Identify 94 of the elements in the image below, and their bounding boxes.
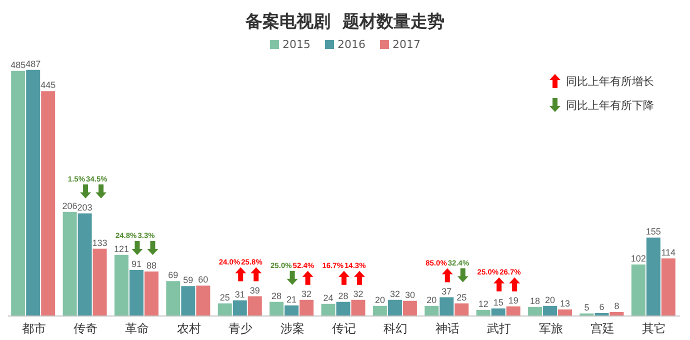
data-label: 20	[545, 294, 556, 305]
x-tick-label: 神话	[435, 322, 460, 336]
data-label: 88	[146, 260, 156, 271]
data-label: 19	[508, 295, 518, 306]
bar	[424, 306, 439, 316]
annotation: 同比上年有所下降	[566, 99, 654, 112]
bar	[661, 258, 676, 316]
bar	[181, 286, 196, 316]
bar	[321, 304, 336, 316]
data-label: 8	[614, 300, 620, 311]
bar	[558, 309, 572, 316]
data-label: 5	[584, 302, 590, 312]
data-label: 12	[478, 298, 488, 309]
data-label: 25	[456, 292, 467, 302]
data-label: 114	[661, 247, 676, 258]
data-label: 6	[599, 302, 604, 312]
bar	[476, 310, 490, 316]
bar	[114, 254, 128, 316]
bar	[284, 305, 299, 316]
data-label: 445	[40, 80, 56, 90]
data-label: 59	[183, 275, 194, 286]
legend-label: 2016	[338, 38, 366, 51]
x-tick-label: 军旅	[538, 322, 563, 336]
bar	[270, 302, 284, 316]
data-label: 28	[272, 290, 282, 301]
x-tick-label: 传记	[332, 322, 356, 336]
bar	[26, 70, 40, 316]
bar	[62, 212, 77, 316]
data-label: 20	[426, 294, 437, 305]
data-label: 485	[10, 60, 26, 70]
bar	[388, 300, 402, 316]
bar	[196, 286, 210, 316]
data-label: 203	[77, 202, 92, 212]
data-label: 25	[220, 292, 230, 302]
data-label: 30	[404, 290, 415, 300]
data-label: 91	[131, 259, 142, 270]
bar	[646, 238, 660, 316]
bar	[336, 302, 350, 316]
bar	[402, 300, 417, 316]
legend-label: 2015	[282, 38, 310, 51]
bar	[11, 70, 26, 316]
bar	[92, 248, 107, 316]
bar	[248, 296, 262, 316]
bar	[543, 306, 558, 316]
x-tick-label: 宫廷	[590, 322, 614, 336]
bar	[300, 300, 314, 316]
x-tick-label: 科幻	[384, 322, 408, 336]
x-tick-label: 革命	[125, 322, 150, 336]
data-label: 487	[26, 58, 41, 69]
bar	[144, 272, 158, 316]
bar	[631, 264, 646, 316]
bar	[454, 303, 469, 316]
bar	[351, 300, 366, 316]
bar	[528, 306, 542, 316]
chart-title: 备案电视剧 题材数量走势	[244, 11, 446, 33]
bar	[491, 308, 506, 316]
bar	[506, 306, 520, 316]
data-label: 206	[62, 200, 78, 211]
data-label: 60	[198, 274, 208, 285]
x-tick-label: 涉案	[280, 322, 304, 336]
legend-label: 2017	[392, 38, 420, 51]
data-label: 32	[390, 288, 400, 299]
data-label: 24	[323, 292, 334, 303]
bar	[232, 300, 247, 316]
bar	[372, 306, 387, 316]
data-label: 155	[646, 226, 661, 237]
x-tick-label: 武打	[487, 322, 512, 336]
bar	[218, 303, 232, 316]
x-tick-label: 农村	[176, 322, 201, 336]
data-label: 31	[234, 289, 245, 300]
bar	[129, 270, 144, 316]
x-tick-label: 青少	[228, 322, 253, 336]
bar	[41, 91, 56, 316]
x-tick-label: 传奇	[74, 322, 98, 336]
bar	[78, 213, 92, 316]
data-label: 39	[250, 285, 260, 296]
data-label: 18	[530, 296, 540, 306]
data-label: 37	[442, 286, 452, 296]
data-label: 21	[286, 294, 297, 304]
data-label: 133	[92, 238, 108, 248]
data-label: 102	[630, 253, 646, 264]
data-label: 13	[560, 298, 570, 308]
data-label: 69	[168, 270, 178, 280]
data-label: 20	[374, 294, 385, 305]
bar	[166, 281, 180, 316]
data-label: 32	[353, 288, 364, 299]
x-tick-label: 其它	[642, 322, 666, 336]
data-label: 15	[493, 297, 504, 308]
x-tick-label: 都市	[22, 322, 46, 336]
bar	[440, 297, 454, 316]
data-label: 32	[302, 288, 312, 299]
annotation: 同比上年有所增长	[566, 75, 654, 88]
data-label: 121	[114, 244, 129, 254]
data-label: 28	[338, 290, 348, 301]
